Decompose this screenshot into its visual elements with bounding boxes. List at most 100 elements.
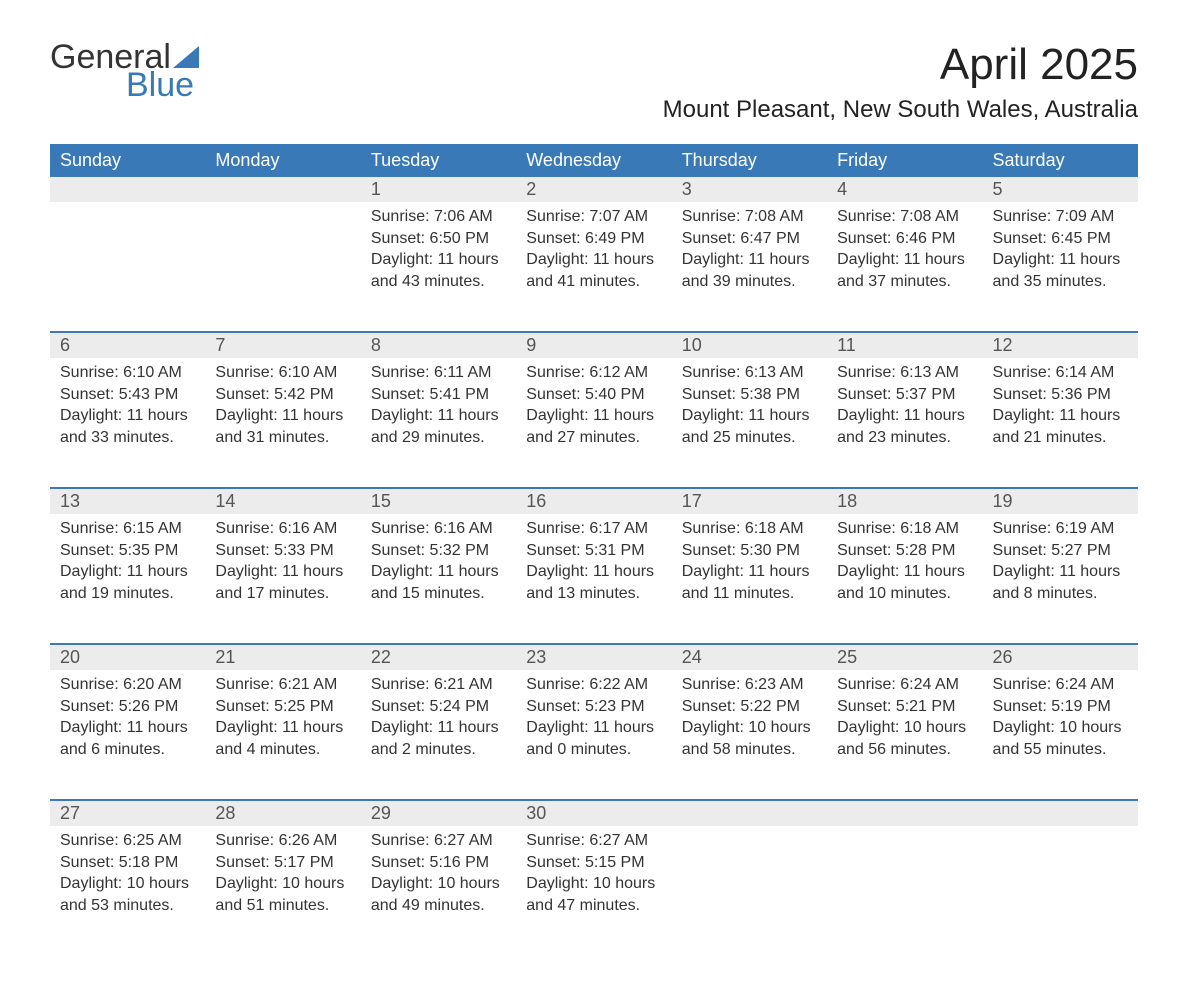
day-header: Wednesday [516, 144, 671, 177]
day-body-cell: Sunrise: 6:27 AMSunset: 5:16 PMDaylight:… [361, 826, 516, 956]
daylight-line: Daylight: 10 hours and 53 minutes. [60, 873, 195, 916]
title-block: April 2025 Mount Pleasant, New South Wal… [663, 40, 1138, 136]
daylight-line: Daylight: 11 hours and 8 minutes. [993, 561, 1128, 604]
day-body-cell: Sunrise: 6:27 AMSunset: 5:15 PMDaylight:… [516, 826, 671, 956]
sunset-line: Sunset: 6:49 PM [526, 228, 661, 250]
sunset-line: Sunset: 5:17 PM [215, 852, 350, 874]
day-body-cell: Sunrise: 6:18 AMSunset: 5:28 PMDaylight:… [827, 514, 982, 644]
day-body-cell: Sunrise: 6:12 AMSunset: 5:40 PMDaylight:… [516, 358, 671, 488]
sunrise-line: Sunrise: 6:25 AM [60, 830, 195, 852]
day-number-cell: 4 [827, 177, 982, 202]
daylight-line: Daylight: 10 hours and 58 minutes. [682, 717, 817, 760]
sunrise-line: Sunrise: 7:08 AM [682, 206, 817, 228]
daylight-line: Daylight: 11 hours and 29 minutes. [371, 405, 506, 448]
day-body-cell: Sunrise: 6:11 AMSunset: 5:41 PMDaylight:… [361, 358, 516, 488]
daylight-line: Daylight: 11 hours and 4 minutes. [215, 717, 350, 760]
daylight-line: Daylight: 11 hours and 23 minutes. [837, 405, 972, 448]
sunrise-line: Sunrise: 7:06 AM [371, 206, 506, 228]
sunset-line: Sunset: 5:37 PM [837, 384, 972, 406]
daylight-line: Daylight: 11 hours and 10 minutes. [837, 561, 972, 604]
daylight-line: Daylight: 11 hours and 15 minutes. [371, 561, 506, 604]
sunrise-line: Sunrise: 6:19 AM [993, 518, 1128, 540]
day-details: Sunrise: 6:14 AMSunset: 5:36 PMDaylight:… [983, 358, 1138, 462]
day-number-cell: 8 [361, 332, 516, 358]
sunrise-line: Sunrise: 6:13 AM [682, 362, 817, 384]
day-details: Sunrise: 6:13 AMSunset: 5:38 PMDaylight:… [672, 358, 827, 462]
sunset-line: Sunset: 5:32 PM [371, 540, 506, 562]
day-body-cell: Sunrise: 7:08 AMSunset: 6:46 PMDaylight:… [827, 202, 982, 332]
day-details: Sunrise: 7:06 AMSunset: 6:50 PMDaylight:… [361, 202, 516, 306]
day-body-cell: Sunrise: 6:10 AMSunset: 5:43 PMDaylight:… [50, 358, 205, 488]
day-details: Sunrise: 6:16 AMSunset: 5:32 PMDaylight:… [361, 514, 516, 618]
day-body-cell: Sunrise: 6:13 AMSunset: 5:37 PMDaylight:… [827, 358, 982, 488]
day-number-row: 27282930 [50, 800, 1138, 826]
day-body-cell [50, 202, 205, 332]
daylight-line: Daylight: 11 hours and 39 minutes. [682, 249, 817, 292]
day-details: Sunrise: 6:23 AMSunset: 5:22 PMDaylight:… [672, 670, 827, 774]
day-number-cell: 18 [827, 488, 982, 514]
daylight-line: Daylight: 11 hours and 11 minutes. [682, 561, 817, 604]
daylight-line: Daylight: 10 hours and 51 minutes. [215, 873, 350, 916]
day-body-cell: Sunrise: 7:06 AMSunset: 6:50 PMDaylight:… [361, 202, 516, 332]
daylight-line: Daylight: 11 hours and 17 minutes. [215, 561, 350, 604]
day-number-cell: 28 [205, 800, 360, 826]
day-details: Sunrise: 7:08 AMSunset: 6:47 PMDaylight:… [672, 202, 827, 306]
day-body-cell: Sunrise: 6:26 AMSunset: 5:17 PMDaylight:… [205, 826, 360, 956]
day-header: Monday [205, 144, 360, 177]
daylight-line: Daylight: 11 hours and 13 minutes. [526, 561, 661, 604]
day-details: Sunrise: 6:16 AMSunset: 5:33 PMDaylight:… [205, 514, 360, 618]
day-body-cell: Sunrise: 6:14 AMSunset: 5:36 PMDaylight:… [983, 358, 1138, 488]
day-number-cell: 3 [672, 177, 827, 202]
day-number-cell: 7 [205, 332, 360, 358]
day-body-row: Sunrise: 6:15 AMSunset: 5:35 PMDaylight:… [50, 514, 1138, 644]
day-body-cell: Sunrise: 6:17 AMSunset: 5:31 PMDaylight:… [516, 514, 671, 644]
day-body-cell [983, 826, 1138, 956]
day-number-cell: 2 [516, 177, 671, 202]
day-body-cell: Sunrise: 6:13 AMSunset: 5:38 PMDaylight:… [672, 358, 827, 488]
day-number-cell [672, 800, 827, 826]
month-title: April 2025 [663, 40, 1138, 90]
daylight-line: Daylight: 11 hours and 43 minutes. [371, 249, 506, 292]
sunrise-line: Sunrise: 7:09 AM [993, 206, 1128, 228]
sunset-line: Sunset: 5:43 PM [60, 384, 195, 406]
day-body-cell: Sunrise: 6:20 AMSunset: 5:26 PMDaylight:… [50, 670, 205, 800]
calendar-body: 12345Sunrise: 7:06 AMSunset: 6:50 PMDayl… [50, 177, 1138, 956]
daylight-line: Daylight: 10 hours and 55 minutes. [993, 717, 1128, 760]
sunrise-line: Sunrise: 6:20 AM [60, 674, 195, 696]
sunrise-line: Sunrise: 6:27 AM [371, 830, 506, 852]
day-details: Sunrise: 6:10 AMSunset: 5:43 PMDaylight:… [50, 358, 205, 462]
daylight-line: Daylight: 10 hours and 49 minutes. [371, 873, 506, 916]
day-number-cell: 11 [827, 332, 982, 358]
day-details: Sunrise: 6:24 AMSunset: 5:21 PMDaylight:… [827, 670, 982, 774]
sunrise-line: Sunrise: 6:16 AM [215, 518, 350, 540]
daylight-line: Daylight: 11 hours and 19 minutes. [60, 561, 195, 604]
day-number-row: 12345 [50, 177, 1138, 202]
sunrise-line: Sunrise: 6:16 AM [371, 518, 506, 540]
sunrise-line: Sunrise: 6:24 AM [837, 674, 972, 696]
day-number-cell [50, 177, 205, 202]
day-body-cell: Sunrise: 6:22 AMSunset: 5:23 PMDaylight:… [516, 670, 671, 800]
sunset-line: Sunset: 5:38 PM [682, 384, 817, 406]
sunrise-line: Sunrise: 6:27 AM [526, 830, 661, 852]
day-details: Sunrise: 6:18 AMSunset: 5:28 PMDaylight:… [827, 514, 982, 618]
day-details: Sunrise: 7:07 AMSunset: 6:49 PMDaylight:… [516, 202, 671, 306]
sunset-line: Sunset: 6:47 PM [682, 228, 817, 250]
day-number-cell: 9 [516, 332, 671, 358]
sunrise-line: Sunrise: 6:12 AM [526, 362, 661, 384]
sunset-line: Sunset: 5:24 PM [371, 696, 506, 718]
brand-logo: General Blue [50, 40, 199, 102]
sunrise-line: Sunrise: 6:15 AM [60, 518, 195, 540]
daylight-line: Daylight: 11 hours and 41 minutes. [526, 249, 661, 292]
day-details: Sunrise: 6:17 AMSunset: 5:31 PMDaylight:… [516, 514, 671, 618]
daylight-line: Daylight: 11 hours and 0 minutes. [526, 717, 661, 760]
day-number-cell: 17 [672, 488, 827, 514]
sunset-line: Sunset: 6:45 PM [993, 228, 1128, 250]
day-number-cell: 13 [50, 488, 205, 514]
sunset-line: Sunset: 5:26 PM [60, 696, 195, 718]
brand-part2: Blue [126, 68, 199, 102]
sunrise-line: Sunrise: 6:24 AM [993, 674, 1128, 696]
day-body-cell: Sunrise: 6:16 AMSunset: 5:32 PMDaylight:… [361, 514, 516, 644]
day-header: Friday [827, 144, 982, 177]
sunrise-line: Sunrise: 6:26 AM [215, 830, 350, 852]
sunset-line: Sunset: 5:28 PM [837, 540, 972, 562]
